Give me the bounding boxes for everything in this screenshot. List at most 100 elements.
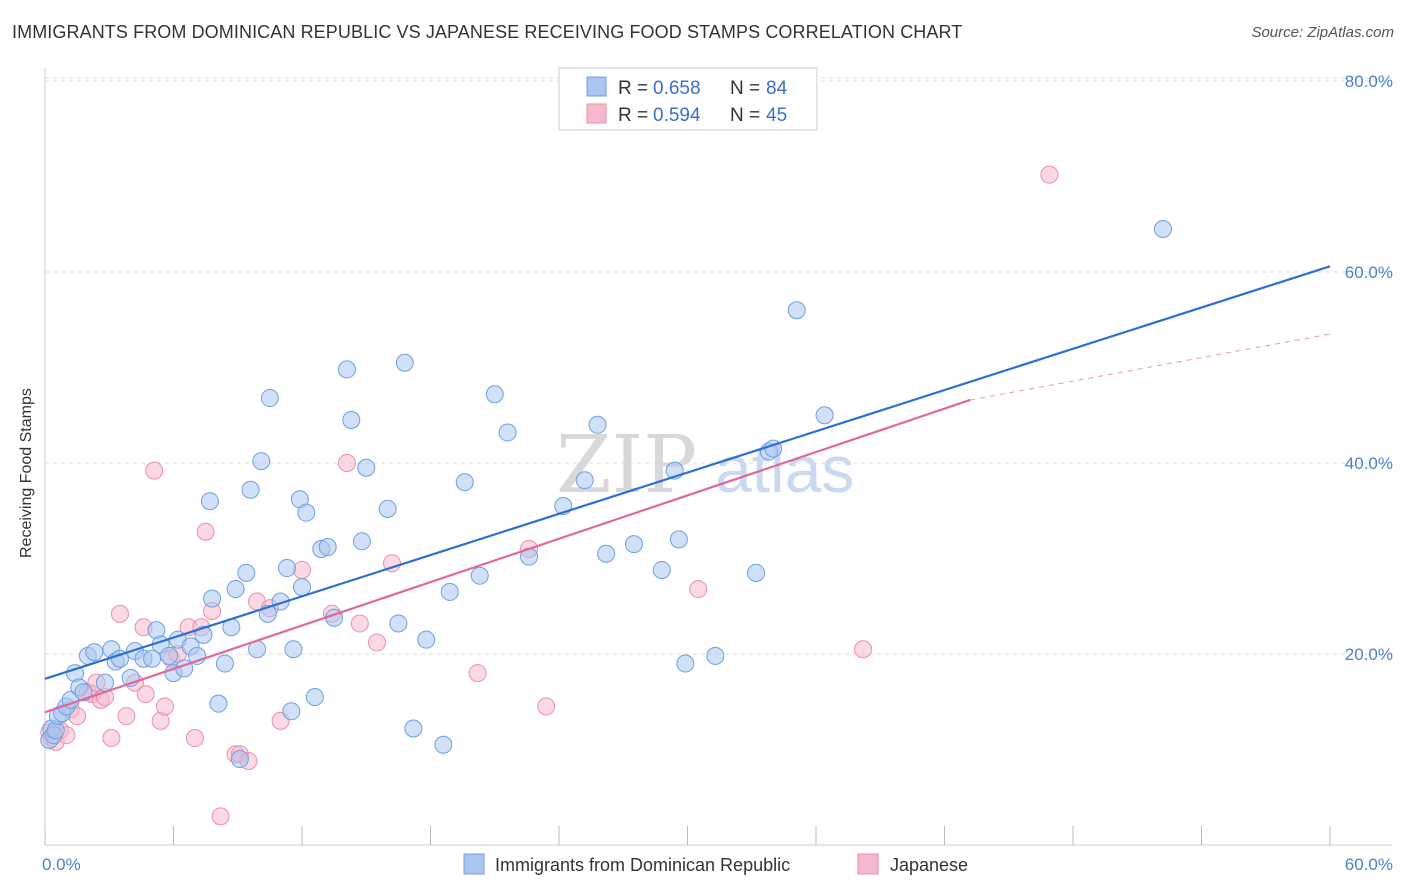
dominican-point-37 [237,563,256,582]
x-tick-label-0: 0.0% [42,855,81,874]
dominican-point-59 [389,614,408,633]
japanese-point-18 [145,461,164,480]
legend-bottom: Immigrants from Dominican Republic Japan… [463,853,968,875]
dominican-point-75 [652,560,671,579]
source-credit: Source: ZipAtlas.com [1251,24,1394,41]
dominican-point-62 [417,630,436,649]
dominican-point-20 [143,649,162,668]
bottom-legend-swatch-blue [463,853,485,875]
dominican-point-49 [297,503,316,522]
legend-n-label-1: N = [730,78,760,99]
legend-n-label-2: N = [730,105,760,126]
japanese-point-46 [1040,165,1059,184]
dominican-point-84 [815,406,834,425]
dominican-point-74 [624,535,643,554]
japanese-point-20 [155,697,174,716]
y-tick-label-20: 20.0% [1345,645,1393,664]
legend-swatch-blue [586,76,607,97]
japanese-point-13 [110,604,129,623]
dominican-point-78 [676,654,695,673]
dominican-point-30 [200,492,219,511]
dominican-point-50 [305,687,324,706]
dominican-point-40 [252,452,271,471]
japanese-point-17 [136,685,155,704]
japanese-point-14 [117,707,136,726]
y-tick-label-80: 80.0% [1345,72,1393,91]
dominican-point-13 [95,673,114,692]
japanese-point-44 [689,580,708,599]
dominican-point-35 [226,580,245,599]
dominican-point-42 [260,389,279,408]
legend-n-value-1: 84 [766,78,788,99]
watermark-atlas: atlas [715,432,854,506]
y-tick-labels: 20.0% 40.0% 60.0% 80.0% [1345,72,1393,664]
dominican-point-65 [455,473,474,492]
dominican-point-58 [378,499,397,518]
dominican-point-36 [230,750,249,769]
japanese-point-39 [367,633,386,652]
dominican-point-48 [293,578,311,597]
japanese-trend-extension [970,333,1331,401]
japanese-point-12 [102,729,121,748]
japanese-point-37 [337,454,356,472]
dominican-point-10 [74,683,93,702]
dominican-point-63 [434,735,453,754]
trend-lines [44,265,1331,714]
japanese-point-28 [211,807,230,826]
dominican-point-29 [194,625,213,644]
dominican-point-79 [706,646,725,665]
bottom-legend-swatch-pink [857,853,879,875]
dominican-point-73 [597,544,616,563]
dominican-point-85 [1153,220,1172,239]
dominican-point-61 [404,719,423,738]
dominican-point-76 [669,530,688,549]
japanese-point-35 [293,560,311,579]
legend-r-value-1: 0.658 [653,78,701,99]
japanese-point-43 [537,697,556,716]
dominican-point-52 [318,538,337,557]
japanese-point-45 [854,640,873,659]
dominican-point-54 [337,360,356,379]
dominican-point-44 [278,559,297,578]
bottom-legend-label-blue: Immigrants from Dominican Republic [495,855,790,875]
dominican-point-57 [357,458,376,477]
dominican-point-55 [342,411,361,430]
dominican-point-33 [215,654,234,673]
dominican-point-60 [395,353,414,372]
legend-top: R = 0.658 N = 84 R = 0.594 N = 45 [558,67,818,131]
japanese-point-26 [196,522,215,541]
dominican-point-23 [160,646,179,665]
dominican-point-45 [282,702,301,721]
x-tick-label-60: 60.0% [1345,855,1393,874]
watermark: ZIP atlas [556,418,854,511]
y-tick-label-40: 40.0% [1345,454,1393,473]
bottom-legend-label-pink: Japanese [890,855,968,875]
japanese-point-40 [382,554,401,573]
chart-title: IMMIGRANTS FROM DOMINICAN REPUBLIC VS JA… [12,22,963,42]
legend-n-value-2: 45 [766,105,787,126]
legend-swatch-pink [586,103,607,124]
japanese-point-41 [468,664,487,683]
dominican-point-46 [284,640,303,659]
y-tick-label-60: 60.0% [1345,263,1393,282]
dominican-point-66 [470,566,489,585]
dominican-point-31 [203,589,222,608]
legend-r-value-2: 0.594 [653,105,701,126]
dominican-point-32 [209,694,228,713]
dominican-point-64 [440,582,459,601]
dominican-point-72 [588,415,607,434]
dominican-points [40,220,1172,769]
dominican-point-12 [85,643,104,662]
dominican-point-83 [787,301,806,320]
legend-r-label-1: R = [618,78,648,99]
dominican-point-67 [485,385,504,404]
dominican-point-38 [241,480,260,499]
dominican-point-68 [498,423,517,442]
japanese-trend-line [44,398,971,714]
japanese-point-24 [185,729,204,748]
x-tick-labels: 0.0% 60.0% [42,855,1393,874]
dominican-point-80 [747,563,766,582]
japanese-points [40,165,1059,826]
japanese-point-38 [350,614,369,633]
